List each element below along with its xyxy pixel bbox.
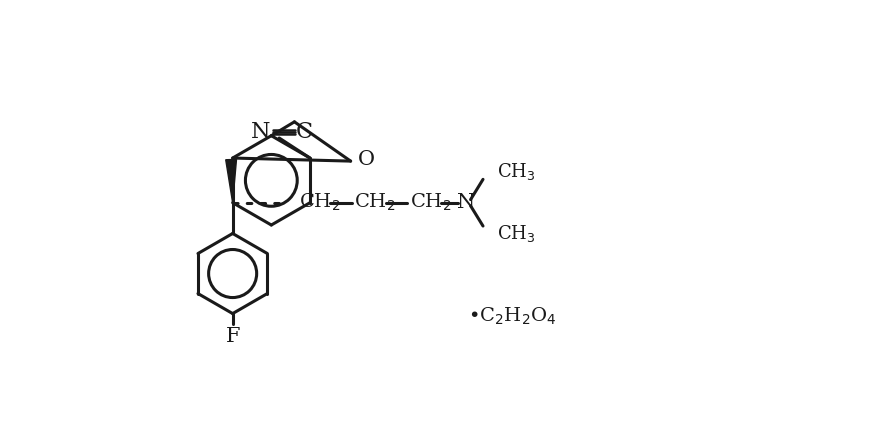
Text: N: N <box>457 193 475 212</box>
Text: F: F <box>225 327 240 346</box>
Polygon shape <box>226 159 237 203</box>
Text: C: C <box>296 121 313 143</box>
Text: CH$_2$: CH$_2$ <box>354 192 396 213</box>
Text: CH$_2$: CH$_2$ <box>299 192 340 213</box>
Text: O: O <box>359 150 376 169</box>
Text: CH$_2$: CH$_2$ <box>409 192 451 213</box>
Text: CH$_3$: CH$_3$ <box>497 161 536 182</box>
Text: CH$_3$: CH$_3$ <box>497 223 536 244</box>
Text: N: N <box>250 121 270 143</box>
Text: •C$_2$H$_2$O$_4$: •C$_2$H$_2$O$_4$ <box>467 306 556 327</box>
